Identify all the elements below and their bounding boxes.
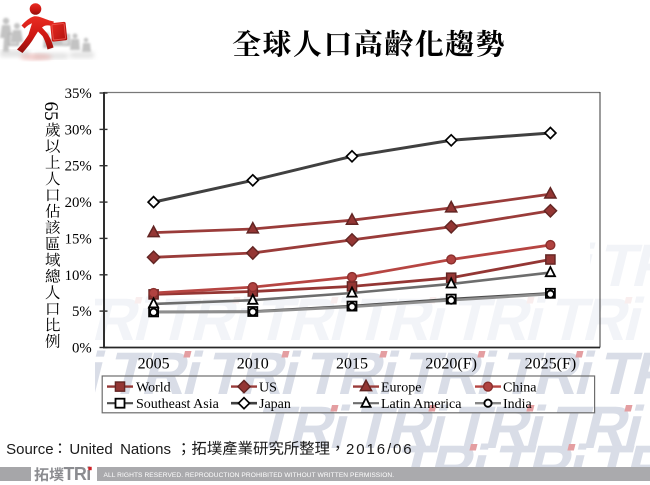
svg-text:25%: 25% [65,159,92,175]
svg-text:India: India [503,397,533,412]
svg-text:US: US [259,381,277,396]
svg-text:TRi: TRi [446,286,550,353]
svg-text:Europe: Europe [381,381,421,396]
svg-text:TRi: TRi [544,394,648,461]
svg-text:2020(F): 2020(F) [425,356,477,373]
svg-text:TRi: TRi [103,340,207,407]
svg-text:TRi: TRi [397,340,501,407]
svg-text:2005: 2005 [138,356,170,373]
svg-text:Japan: Japan [259,397,291,412]
svg-text:TRi: TRi [544,286,648,353]
svg-text:2016/06: 2016/06 [346,441,414,458]
svg-text:TRi: TRi [397,340,501,407]
svg-text:2025(F): 2025(F) [525,356,577,373]
svg-text:2010: 2010 [237,356,269,373]
svg-text:TRi: TRi [348,286,452,353]
svg-text:2015: 2015 [336,356,368,373]
svg-text:Latin America: Latin America [381,397,462,412]
svg-text:China: China [503,381,537,396]
svg-text:TRi: TRi [201,340,305,407]
svg-text:Source: Source [6,441,54,458]
svg-text:TRi: TRi [152,286,256,353]
svg-text:35%: 35% [65,86,92,102]
svg-text:TRi: TRi [54,286,158,353]
svg-text:TRi: TRi [201,340,305,407]
svg-text:30%: 30% [65,122,92,138]
svg-text:TRi: TRi [152,286,256,353]
svg-text:TRi: TRi [495,340,599,407]
svg-text:ALL RIGHTS RESERVED. REPRODUCT: ALL RIGHTS RESERVED. REPRODUCTION PROHIB… [104,472,395,479]
svg-text:TRi: TRi [103,340,207,407]
svg-text:World: World [136,381,171,396]
svg-text:20%: 20% [65,195,92,211]
svg-text:TRi: TRi [348,286,452,353]
svg-text:TRi: TRi [544,286,648,353]
svg-text:TRi: TRi [299,340,403,407]
svg-text:TRi: TRi [5,340,109,407]
svg-text:15%: 15% [65,231,92,247]
svg-text:TRi: TRi [299,340,403,407]
svg-text:5%: 5% [72,304,92,320]
svg-text:TRi: TRi [250,286,354,353]
svg-text:10%: 10% [65,268,92,284]
svg-text:TRi: TRi [593,340,650,407]
svg-text:0%: 0% [72,341,92,357]
svg-text:TRi: TRi [495,340,599,407]
svg-text:TRi: TRi [642,286,650,353]
svg-text:Nations: Nations [120,441,171,458]
svg-text:TRi: TRi [446,394,550,461]
svg-text:Southeast Asia: Southeast Asia [136,397,220,412]
svg-text:United: United [69,441,112,458]
svg-text:TRi: TRi [64,464,91,484]
